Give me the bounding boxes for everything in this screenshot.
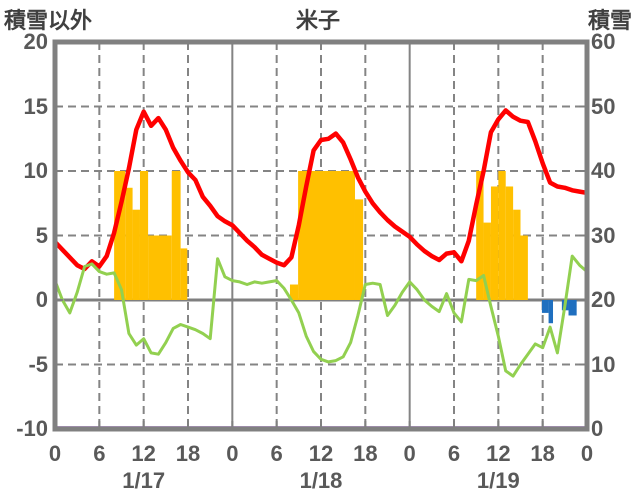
date-label: 1/17: [122, 468, 166, 493]
sunshine-bar: [483, 222, 491, 300]
left-axis-title: 積雪以外: [4, 8, 93, 33]
sunshine-bar: [180, 248, 188, 300]
sunshine-bar: [289, 284, 299, 300]
sunshine-bar: [132, 209, 140, 300]
left-axis-tick-label: -10: [16, 416, 48, 441]
hour-tick-label: 0: [403, 441, 416, 466]
precipitation-bar: [548, 300, 554, 324]
hour-tick-label: 12: [486, 441, 511, 466]
left-axis-tick-label: 15: [23, 93, 48, 119]
left-axis-tick-label: 10: [23, 158, 48, 183]
sunshine-bar: [354, 199, 364, 300]
right-axis-tick-label: 50: [591, 93, 616, 119]
sunshine-bar: [505, 186, 514, 300]
precipitation-bar: [541, 300, 549, 313]
right-axis-tick-label: 30: [591, 222, 616, 248]
left-axis-tick-label: 20: [23, 29, 48, 54]
right-axis-tick-label: 20: [591, 287, 616, 312]
date-label: 1/19: [476, 468, 520, 493]
sunshine-bar: [520, 235, 528, 300]
hour-tick-label: 0: [226, 441, 239, 466]
sunshine-bar: [125, 187, 133, 300]
sunshine-bar: [476, 171, 484, 300]
hour-tick-label: 12: [308, 441, 334, 466]
hour-tick-label: 18: [353, 441, 378, 466]
sunshine-bar: [171, 171, 181, 300]
right-axis-title: 積雪: [587, 8, 632, 33]
sunshine-bar: [148, 235, 172, 300]
hour-tick-label: 6: [270, 441, 283, 466]
temperature-line: [55, 108, 587, 272]
right-axis-tick-label: 40: [591, 158, 616, 183]
right-axis-tick-label: 60: [591, 29, 616, 54]
hour-tick-label: 12: [131, 441, 156, 466]
sunshine-bar: [498, 171, 506, 300]
right-axis-tick-label: 10: [591, 351, 616, 377]
right-axis-tick-label: 0: [591, 416, 604, 441]
left-axis-tick-label: 0: [35, 287, 48, 312]
sunshine-bar: [114, 171, 126, 300]
sunshine-bar: [513, 209, 521, 300]
sunshine-bar: [139, 171, 149, 300]
sunshine-bar: [490, 186, 499, 300]
hour-tick-label: 18: [530, 441, 555, 466]
sunshine-bar: [298, 171, 355, 300]
left-axis-tick-label: -5: [28, 351, 48, 377]
hour-tick-label: 6: [447, 441, 461, 466]
precipitation-bar: [568, 300, 577, 316]
hour-tick-label: 18: [175, 441, 201, 466]
plot-content: [55, 42, 587, 429]
hour-tick-label: 6: [93, 441, 106, 466]
green-line: [55, 254, 587, 378]
left-axis-tick-label: 5: [35, 222, 48, 248]
page-title: 米子: [295, 8, 341, 33]
hour-tick-label: 0: [580, 441, 594, 466]
hour-tick-label: 0: [48, 441, 62, 466]
date-label: 1/18: [299, 468, 343, 493]
